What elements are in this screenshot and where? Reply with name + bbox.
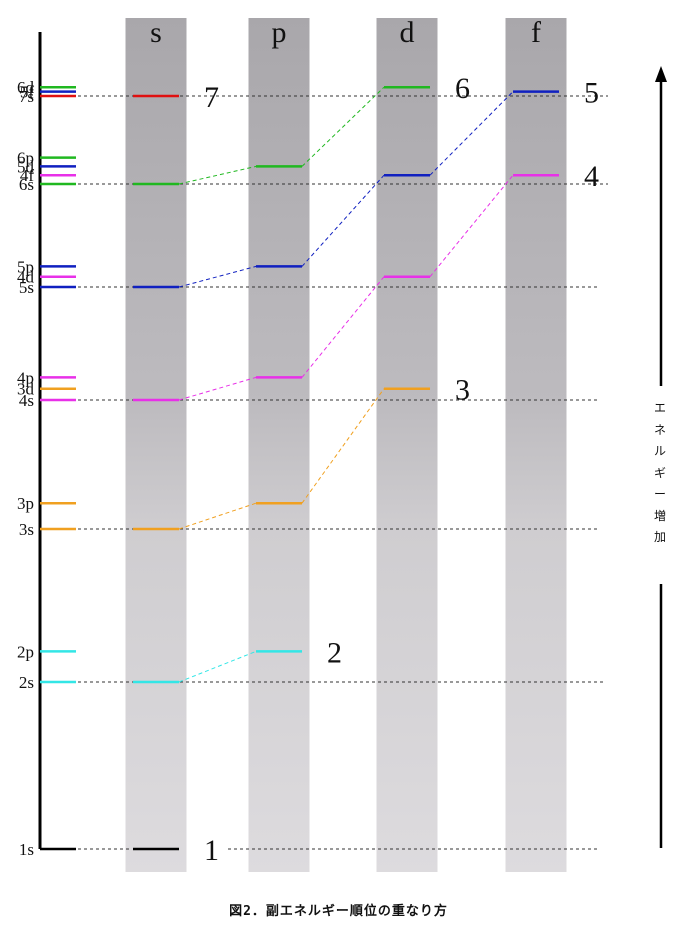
connector-lines: [178, 86, 514, 683]
connector-line-n5: [178, 265, 257, 288]
shell-number-1: 1: [204, 834, 219, 867]
column-band-d: [376, 18, 438, 872]
column-header-s: s: [150, 16, 162, 49]
column-band-s: [125, 18, 187, 872]
column-header-d: d: [400, 16, 415, 49]
scale-label-6d: 6d: [17, 78, 35, 97]
scale-label-3d: 3d: [17, 380, 35, 399]
shell-number-4: 4: [584, 160, 599, 193]
connector-line-n4: [429, 174, 514, 278]
scale-label-6s: 6s: [19, 175, 34, 194]
energy-label-char: ー: [653, 487, 666, 501]
shell-number-3: 3: [455, 374, 470, 407]
connector-line-n2: [178, 650, 257, 683]
energy-label-char: 加: [653, 530, 666, 544]
column-header-f: f: [531, 16, 541, 49]
connector-line-n5: [429, 91, 514, 176]
scale-label-3s: 3s: [19, 520, 34, 539]
connector-line-n3: [178, 502, 257, 530]
shell-numbers: 1 2 3 4 5 6 7: [204, 72, 599, 867]
connector-line-n6: [301, 86, 385, 167]
scale-label-4f: 4f: [20, 166, 35, 185]
connector-line-n4: [301, 276, 385, 378]
shell-number-6: 6: [455, 72, 470, 105]
connector-line-n4: [178, 376, 257, 401]
connector-line-n3: [301, 388, 385, 504]
column-bands: [125, 18, 567, 872]
energy-label-char: ル: [653, 444, 666, 458]
scale-label-6p: 6p: [17, 149, 34, 168]
scale-label-5p: 5p: [17, 257, 34, 276]
scale-label-2p: 2p: [17, 642, 34, 661]
scale-label-3p: 3p: [17, 494, 34, 513]
energy-label-char: 増: [653, 508, 666, 523]
energy-label-char: エ: [653, 401, 666, 415]
connector-line-n5: [301, 174, 385, 267]
shell-number-7: 7: [204, 81, 219, 114]
scale-label-1s: 1s: [19, 840, 34, 859]
scale-label-2s: 2s: [19, 673, 34, 692]
energy-increase-arrow: [655, 66, 667, 848]
energy-label-char: ギ: [653, 465, 666, 480]
energy-increase-label: エネルギー増加: [648, 398, 672, 549]
energy-label-char: ネ: [653, 422, 666, 437]
scale-label-4d: 4d: [17, 268, 35, 287]
column-band-f: [505, 18, 567, 872]
scale-label-5f: 5f: [20, 83, 35, 102]
scale-label-4p: 4p: [17, 368, 34, 387]
scale-label-5s: 5s: [19, 278, 34, 297]
scale-label-4s: 4s: [19, 391, 34, 410]
scale-label-7s: 7s: [19, 87, 34, 106]
connector-line-n6: [178, 165, 257, 185]
column-band-p: [248, 18, 310, 872]
figure-caption: 図2．副エネルギー順位の重なり方: [229, 904, 448, 919]
scale-label-5d: 5d: [17, 157, 35, 176]
shell-number-2: 2: [327, 636, 342, 669]
shell-number-5: 5: [584, 77, 599, 110]
column-header-p: p: [272, 16, 287, 49]
energy-levels: [133, 85, 559, 851]
